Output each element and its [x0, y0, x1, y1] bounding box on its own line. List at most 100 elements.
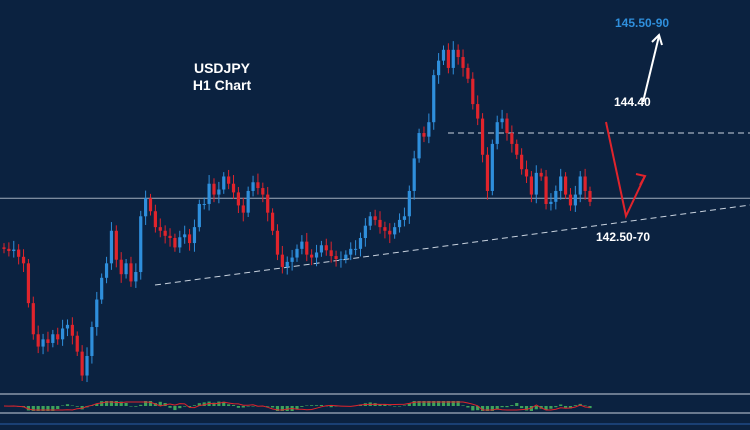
chart-subtitle: H1 Chart	[193, 77, 252, 93]
oscillator-bar	[134, 406, 138, 407]
oscillator-bar	[417, 401, 421, 406]
oscillator-bar	[246, 406, 250, 407]
oscillator-bar	[231, 405, 236, 406]
oscillator-bar	[109, 401, 114, 406]
candle-body	[505, 118, 509, 134]
candle-body	[524, 169, 529, 177]
oscillator-bar	[70, 405, 74, 406]
oscillator-bar	[61, 405, 65, 406]
oscillator-bar	[422, 401, 426, 406]
oscillator-bar	[251, 406, 255, 407]
oscillator-bar	[583, 405, 587, 406]
oscillator-bar	[75, 406, 79, 407]
oscillator-bar	[490, 406, 494, 411]
oscillator-bar	[222, 401, 226, 406]
candle-body	[41, 339, 45, 347]
oscillator-bar	[305, 405, 309, 406]
candle-body	[236, 192, 240, 206]
candle-body	[51, 334, 55, 343]
oscillator-bar	[129, 406, 133, 407]
candle-body	[31, 303, 35, 335]
candle-body	[119, 259, 123, 275]
candle-body	[383, 227, 387, 231]
candle-body	[432, 75, 436, 123]
candle-body	[510, 133, 514, 144]
oscillator-bar	[95, 403, 99, 406]
candle-body	[529, 176, 533, 195]
oscillator-bar	[534, 406, 538, 410]
candle-body	[109, 230, 114, 264]
resistance-label: 144.40	[614, 95, 651, 109]
oscillator-bar	[515, 403, 519, 406]
candle-body	[231, 183, 236, 193]
oscillator-bar	[559, 404, 563, 406]
oscillator-bar	[383, 404, 387, 406]
oscillator-bar	[158, 401, 162, 406]
candle-body	[114, 230, 118, 260]
oscillator-bar	[266, 406, 270, 407]
candle-body	[270, 212, 275, 231]
candle-body	[422, 133, 426, 137]
candle-body	[85, 355, 89, 376]
oscillator-bar	[388, 405, 392, 406]
candle-body	[515, 143, 519, 155]
candle-body	[21, 256, 26, 264]
oscillator-bar	[183, 406, 187, 407]
candle-body	[65, 324, 70, 329]
candle-body	[480, 118, 485, 155]
oscillator-bar	[46, 406, 50, 411]
candle-body	[559, 176, 563, 191]
oscillator-bar	[295, 406, 299, 409]
oscillator-bar	[41, 406, 45, 411]
oscillator-bar	[168, 406, 172, 408]
candle-body	[285, 261, 289, 267]
oscillator-bar	[520, 406, 524, 409]
oscillator-bar	[114, 401, 118, 406]
candle-body	[275, 230, 280, 255]
candle-body	[295, 248, 299, 258]
oscillator-bar	[397, 406, 402, 407]
oscillator-bar	[456, 401, 460, 406]
oscillator-bar	[36, 406, 40, 411]
candle-body	[80, 351, 84, 376]
candle-body	[300, 241, 304, 249]
candle-body	[90, 327, 94, 356]
oscillator-bar	[393, 406, 397, 407]
oscillator-bar	[241, 406, 245, 408]
candle-body	[178, 237, 182, 248]
oscillator-bar	[65, 404, 70, 406]
candle-body	[388, 230, 392, 235]
candle-body	[222, 176, 226, 190]
candle-body	[568, 194, 573, 206]
oscillator-bar	[173, 406, 177, 411]
candle-body	[163, 230, 167, 236]
candle-body	[202, 203, 206, 205]
oscillator-bar	[476, 406, 480, 411]
candle-body	[588, 190, 592, 202]
candle-body	[12, 249, 16, 252]
candle-body	[563, 176, 568, 195]
oscillator-bar	[568, 406, 573, 409]
oscillator-bar	[402, 405, 407, 406]
oscillator-bar	[563, 406, 568, 408]
candle-body	[241, 205, 245, 213]
oscillator-bar	[466, 406, 470, 408]
candle-body	[148, 198, 153, 212]
candle-body	[153, 211, 157, 228]
oscillator-bar	[192, 405, 197, 406]
oscillator-bar	[441, 401, 446, 406]
oscillator-bar	[100, 401, 104, 406]
candle-body	[173, 238, 177, 248]
candle-body	[573, 194, 577, 206]
candle-body	[187, 234, 192, 244]
candle-body	[95, 299, 99, 328]
target-down-label: 142.50-70	[596, 230, 650, 244]
forecast-down-arrow	[605, 121, 646, 220]
candle-body	[7, 248, 11, 252]
oscillator-bar	[144, 401, 148, 406]
forecast-arrowhead-red	[635, 173, 647, 186]
candle-body	[417, 133, 421, 159]
oscillator-bar	[554, 406, 558, 408]
oscillator-bar	[573, 405, 577, 406]
